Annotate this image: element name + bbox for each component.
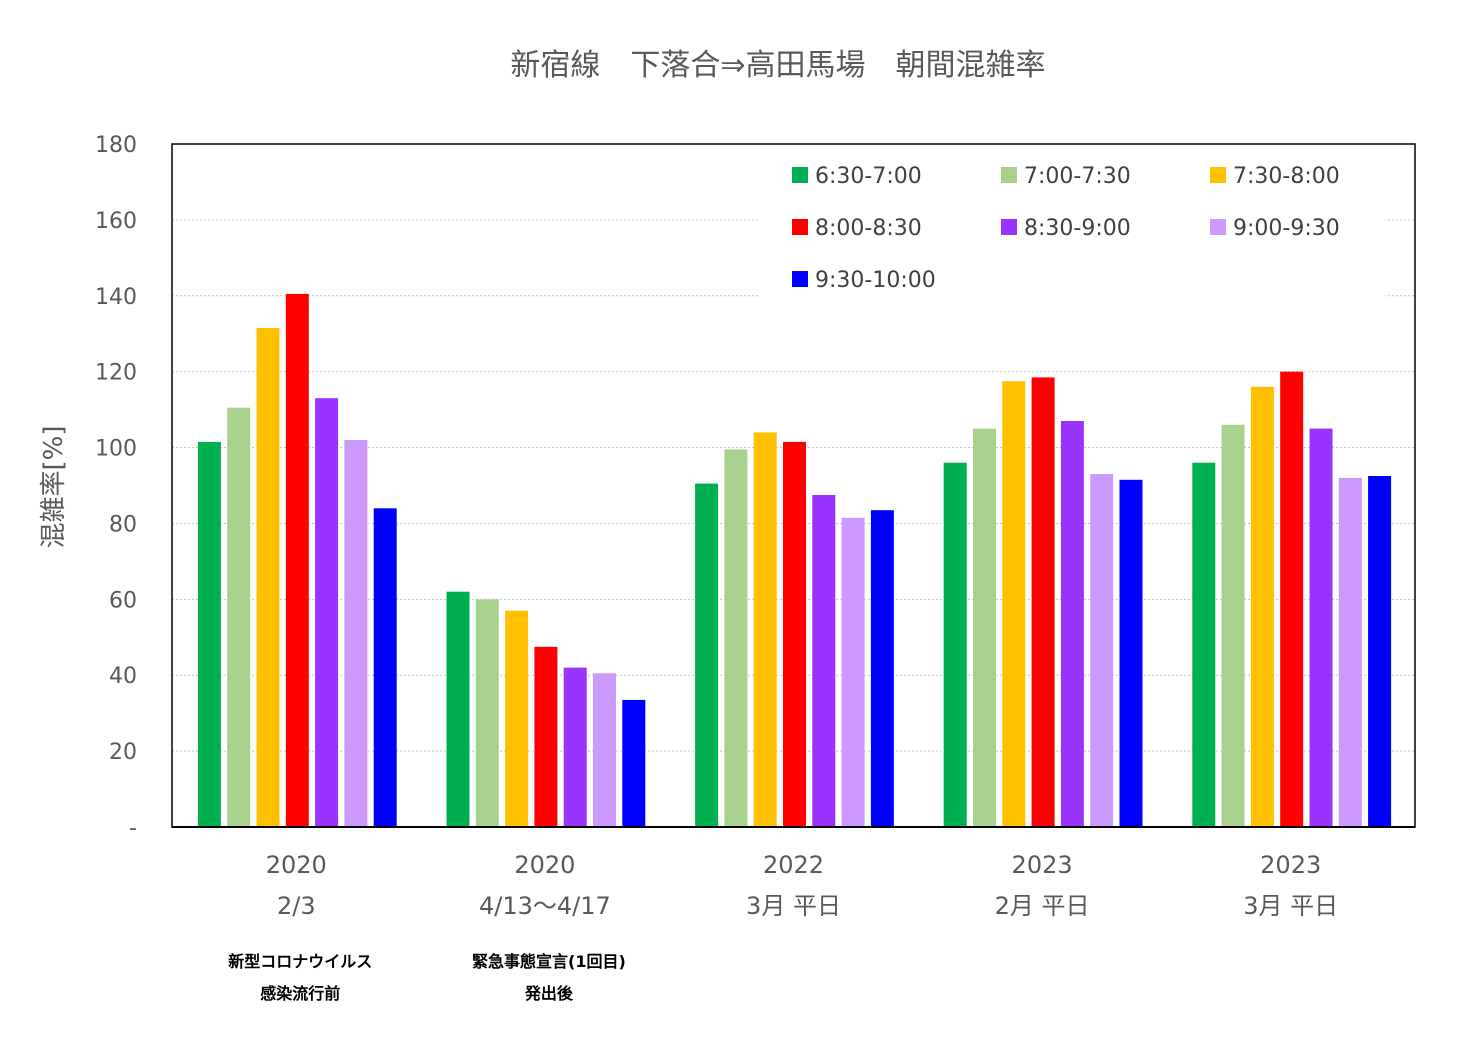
legend-label: 7:30-8:00: [1233, 164, 1340, 189]
legend-label: 8:00-8:30: [815, 216, 922, 241]
axes: - 20 40 60 80 100 120 140 160 180: [95, 133, 1416, 841]
bar: [973, 428, 996, 827]
legend-swatch: [792, 219, 808, 235]
bar: [1031, 377, 1055, 827]
legend-swatch: [1001, 219, 1017, 235]
bar: [315, 398, 339, 827]
bar: [534, 646, 558, 827]
bar: [285, 293, 309, 827]
bar: [1060, 421, 1084, 827]
x-tick-label: 4/13～4/17: [479, 892, 611, 920]
x-tick-label: 2022: [763, 851, 824, 879]
bar: [344, 440, 368, 827]
bar: [1250, 386, 1274, 827]
bar: [563, 667, 587, 827]
bar: [373, 508, 397, 827]
legend-swatch: [792, 271, 808, 287]
bar: [1119, 479, 1143, 827]
x-tick-label: 2023: [1260, 851, 1321, 879]
bar: [1192, 462, 1216, 827]
y-axis-label: 混雑率[%]: [39, 426, 69, 549]
bar: [446, 591, 470, 827]
bar: [870, 510, 894, 827]
bar: [943, 462, 967, 827]
bar: [1338, 477, 1362, 827]
bar: [1090, 474, 1114, 827]
bar: [753, 432, 777, 827]
legend-label: 9:00-9:30: [1233, 216, 1340, 241]
y-tick-label: 20: [109, 740, 137, 765]
bar: [1309, 428, 1333, 827]
annotation-text: 緊急事態宣言(1回目): [472, 952, 626, 971]
y-tick-label: -: [129, 816, 137, 841]
bar: [783, 441, 806, 827]
legend-label: 7:00-7:30: [1024, 164, 1131, 189]
bar: [812, 495, 836, 827]
y-tick-label: 40: [109, 664, 137, 689]
bar: [593, 673, 616, 827]
legend-swatch: [1210, 219, 1226, 235]
y-tick-label: 80: [109, 512, 137, 537]
bars: [197, 293, 1392, 827]
legend-label: 8:30-9:00: [1024, 216, 1131, 241]
y-tick-label: 160: [95, 209, 137, 234]
x-tick-label: 2020: [266, 851, 327, 879]
bar: [256, 328, 280, 827]
bar: [475, 599, 499, 827]
y-tick-label: 100: [95, 437, 137, 462]
legend-swatch: [1001, 167, 1017, 183]
bar: [724, 449, 748, 827]
x-tick-label: 3月 平日: [1243, 892, 1338, 920]
annotation-text: 発出後: [524, 984, 574, 1003]
x-tick-label: 2020: [514, 851, 575, 879]
bar: [1221, 424, 1245, 827]
y-tick-label: 140: [95, 285, 137, 310]
bar: [1368, 476, 1392, 827]
y-tick-label: 180: [95, 133, 137, 158]
bar: [695, 483, 719, 827]
category-labels: 2020 2/3 2020 4/13～4/17 2022 3月 平日 2023 2月 平日 20…: [266, 851, 1338, 920]
x-tick-label: 2023: [1012, 851, 1073, 879]
x-tick-label: 2/3: [277, 892, 316, 920]
bar: [1002, 381, 1026, 827]
x-tick-label: 3月 平日: [746, 892, 841, 920]
legend-label: 6:30-7:00: [815, 164, 922, 189]
legend-swatch: [1210, 167, 1226, 183]
y-tick-label: 120: [95, 361, 137, 386]
bar: [841, 517, 865, 827]
bar: [197, 441, 221, 827]
annotation-text: 感染流行前: [260, 984, 340, 1003]
legend-label: 9:30-10:00: [815, 268, 936, 293]
legend: 6:30-7:00 7:00-7:30 7:30-8:00 8:00-8:30 8:30…: [760, 152, 1385, 299]
x-tick-label: 2月 平日: [995, 892, 1090, 920]
bar: [227, 407, 251, 827]
y-tick-label: 60: [109, 588, 137, 613]
chart-title: 新宿線 下落合⇒高田馬場 朝間混雑率: [510, 48, 1045, 83]
annotation-text: 新型コロナウイルス: [228, 952, 372, 971]
bar: [622, 699, 646, 827]
legend-background: [760, 152, 1385, 299]
bar: [505, 610, 529, 827]
bar: [1280, 371, 1304, 827]
legend-swatch: [792, 167, 808, 183]
